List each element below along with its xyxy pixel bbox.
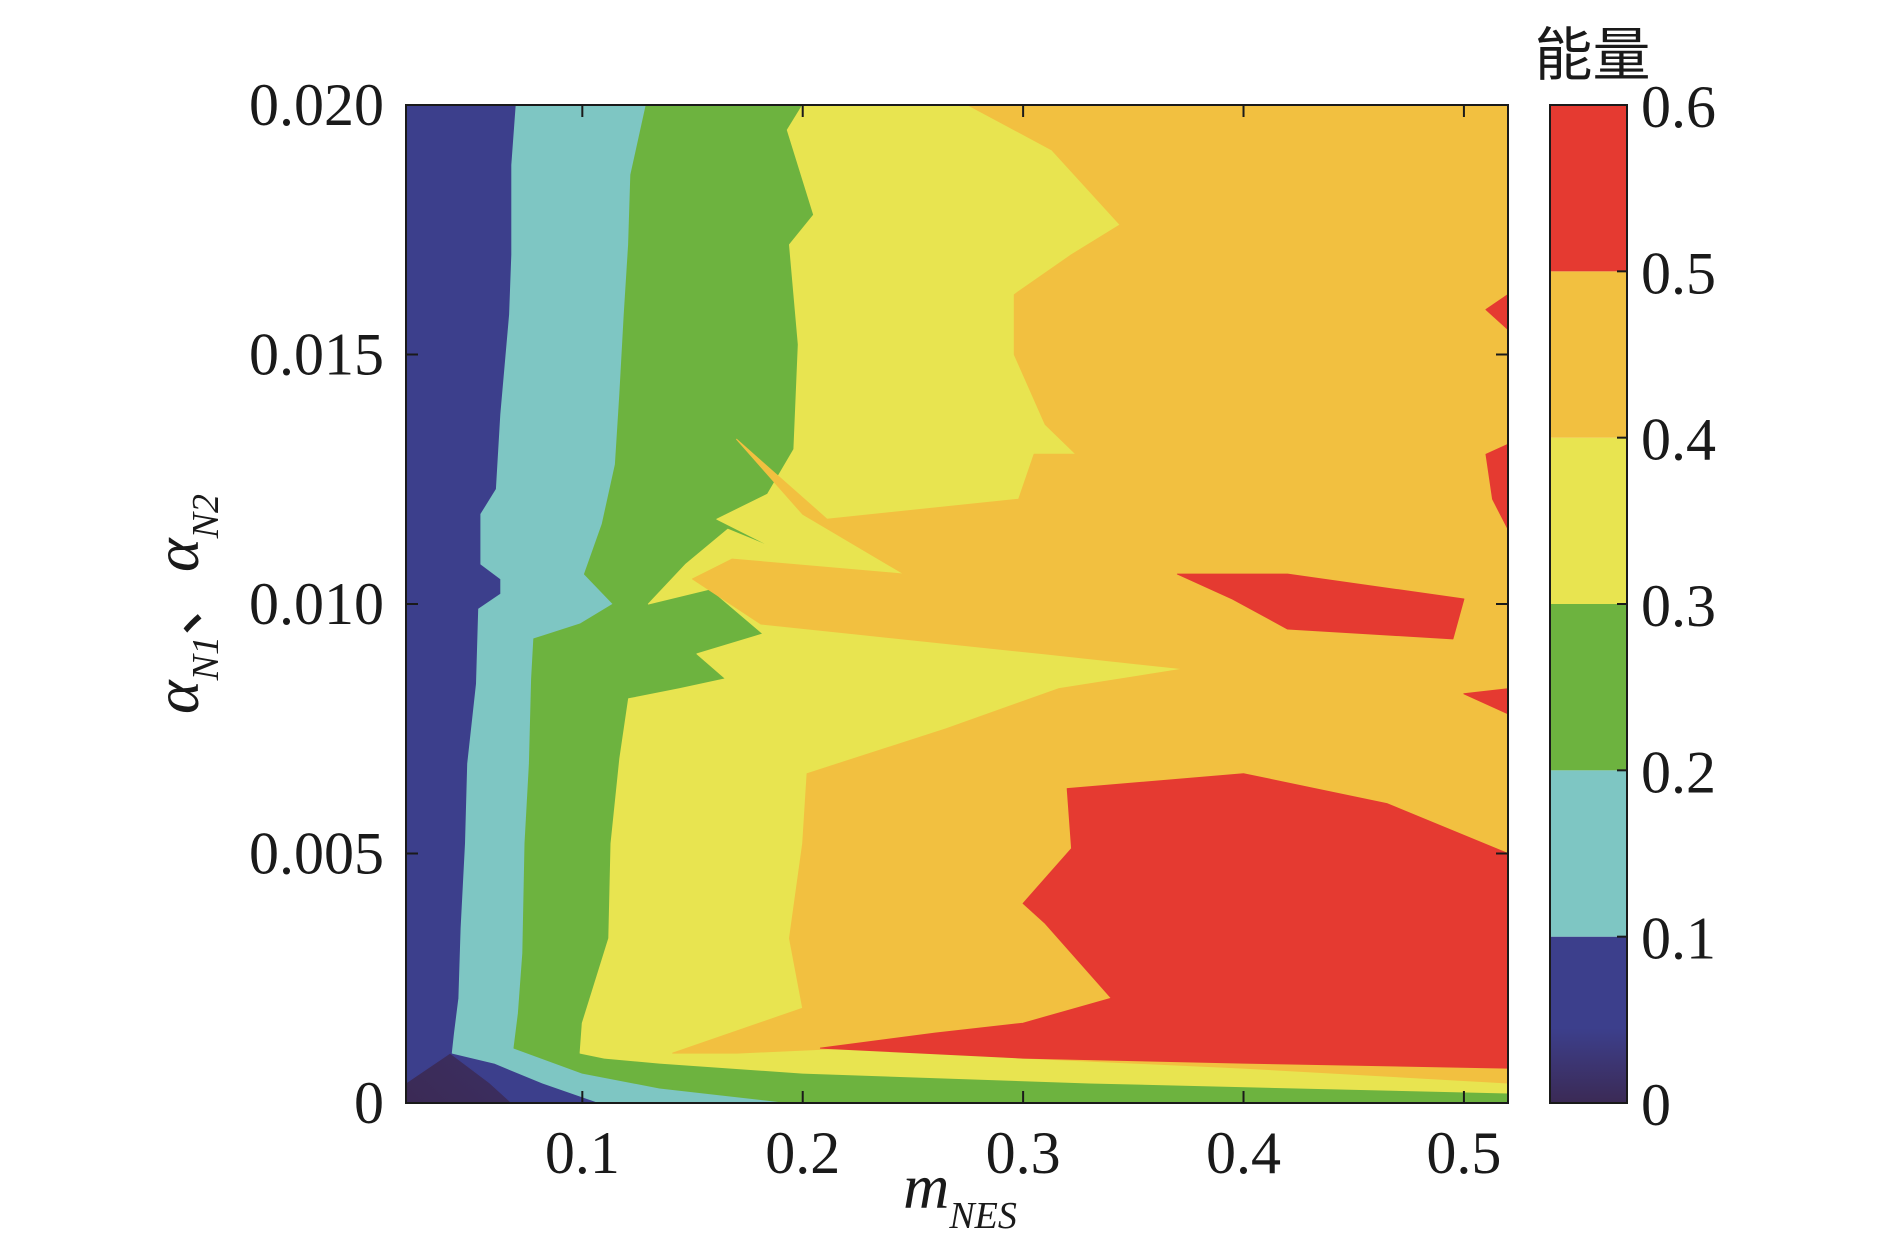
- colorbar-title: 能量: [1534, 23, 1650, 88]
- y-tick-label: 0.010: [249, 571, 384, 637]
- contour-band-6-region-6: [1176, 573, 1465, 640]
- colorbar-swatch: [1550, 105, 1627, 272]
- colorbar-swatch: [1550, 604, 1627, 771]
- contour-band-6-region-8: [1485, 443, 1508, 530]
- y-tick-label: 0.020: [249, 72, 384, 138]
- x-axis-ticks: 0.1 0.2 0.3 0.4 0.5: [545, 105, 1501, 1186]
- x-axis-label: mNES: [903, 1151, 1017, 1237]
- x-axis-title: mNES: [903, 1151, 1017, 1237]
- y-tick-label: 0: [354, 1070, 384, 1136]
- contour-band-6-region-5: [819, 773, 1508, 1069]
- x-tick-label: 0.5: [1426, 1120, 1501, 1186]
- colorbar-tick-label: 0: [1641, 1072, 1671, 1138]
- colorbar-swatch: [1550, 770, 1627, 937]
- colorbar-swatch: [1550, 271, 1627, 438]
- colorbar-tick-label: 0.4: [1641, 407, 1716, 473]
- colorbar-tick-label: 0.5: [1641, 240, 1716, 306]
- y-tick-label: 0.005: [249, 821, 384, 887]
- y-tick-label: 0.015: [249, 322, 384, 388]
- y-axis-label: αN1、αN2: [141, 494, 227, 714]
- contour-regions: [406, 105, 1508, 1103]
- x-tick-label: 0.4: [1206, 1120, 1281, 1186]
- x-tick-label: 0.3: [986, 1120, 1061, 1186]
- colorbar-tick-label: 0.2: [1641, 739, 1716, 805]
- y-axis-title: αN1、αN2: [141, 494, 227, 714]
- colorbar-tick-label: 0.3: [1641, 573, 1716, 639]
- colorbar-swatch: [1550, 437, 1627, 604]
- y-axis-ticks: 0 0.005 0.010 0.015 0.020: [249, 72, 1508, 1136]
- colorbar-swatch: [1550, 936, 1627, 1103]
- colorbar-tick-label: 0.6: [1641, 74, 1716, 140]
- x-tick-label: 0.2: [765, 1120, 840, 1186]
- x-tick-label: 0.1: [545, 1120, 620, 1186]
- colorbar-tick-label: 0.1: [1641, 906, 1716, 972]
- contour-band-6-region-7: [1485, 294, 1508, 330]
- contour-band-6-region-9: [1463, 688, 1508, 715]
- colorbar: 0 0.1 0.2 0.3 0.4 0.5 0.6能量: [1534, 23, 1716, 1138]
